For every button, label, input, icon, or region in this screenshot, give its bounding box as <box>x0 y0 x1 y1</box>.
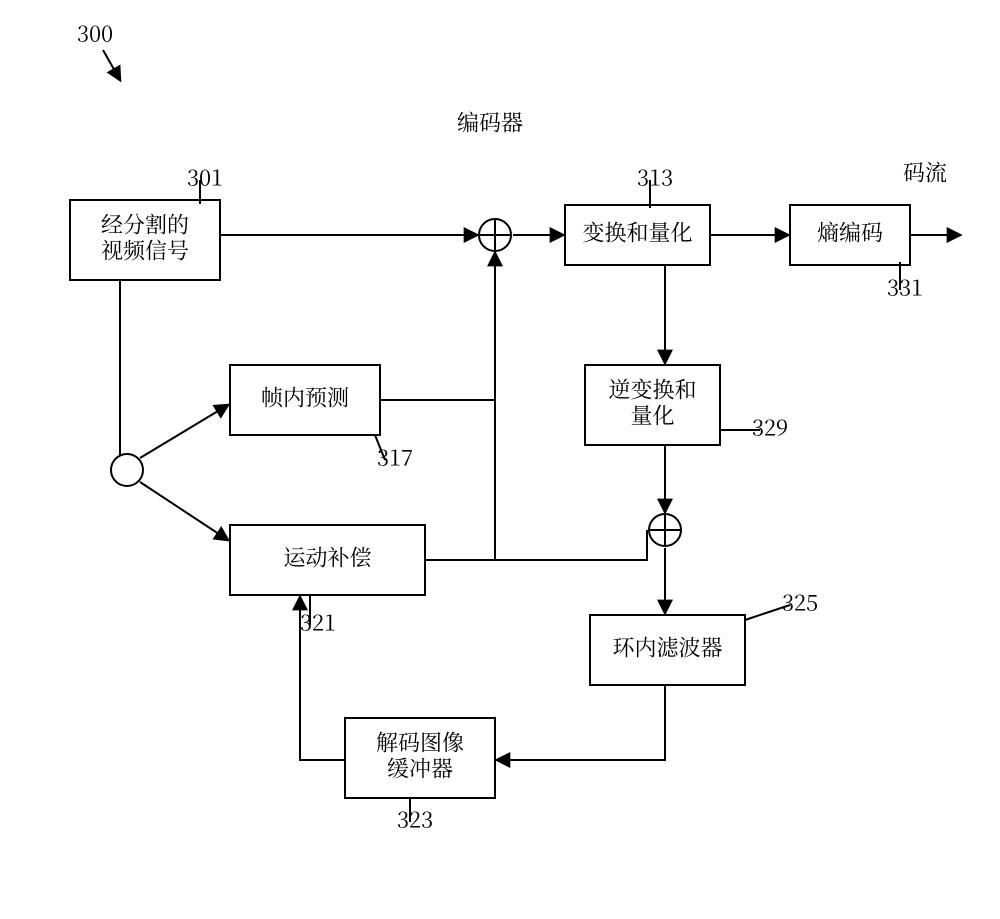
node-n317-label: 帧内预测 <box>261 382 349 413</box>
ref-313: 313 <box>637 162 673 193</box>
encoder-diagram: 编码器300码流经分割的视频信号301变换和量化313熵编码331帧内预测317… <box>0 0 1000 919</box>
edge-7 <box>380 253 495 400</box>
node-n323-label: 缓冲器 <box>387 753 453 784</box>
ref-329: 329 <box>752 412 788 443</box>
edge-8 <box>425 253 495 560</box>
ref-325: 325 <box>782 587 818 618</box>
node-n325-label: 环内滤波器 <box>612 632 722 663</box>
node-n313-label: 变换和量化 <box>582 217 692 248</box>
node-n331-label: 熵编码 <box>817 217 883 248</box>
edge-6 <box>140 482 228 540</box>
bitstream-label: 码流 <box>903 157 947 188</box>
figure-ref: 300 <box>77 18 113 49</box>
edge-5 <box>140 405 228 458</box>
node-n329-label: 量化 <box>630 400 674 431</box>
ref-301: 301 <box>187 162 223 193</box>
node-n301-label: 视频信号 <box>101 235 189 266</box>
ref-321: 321 <box>300 607 336 638</box>
diagram-title: 编码器 <box>457 107 523 138</box>
ref-323: 323 <box>397 804 433 835</box>
ref-331: 331 <box>887 272 923 303</box>
edge-9 <box>425 530 647 560</box>
branch-circle <box>111 454 143 486</box>
edge-13 <box>497 685 665 760</box>
ref-317: 317 <box>377 442 413 473</box>
node-n321-label: 运动补偿 <box>283 542 371 573</box>
figure-ref-arrow <box>103 50 120 80</box>
